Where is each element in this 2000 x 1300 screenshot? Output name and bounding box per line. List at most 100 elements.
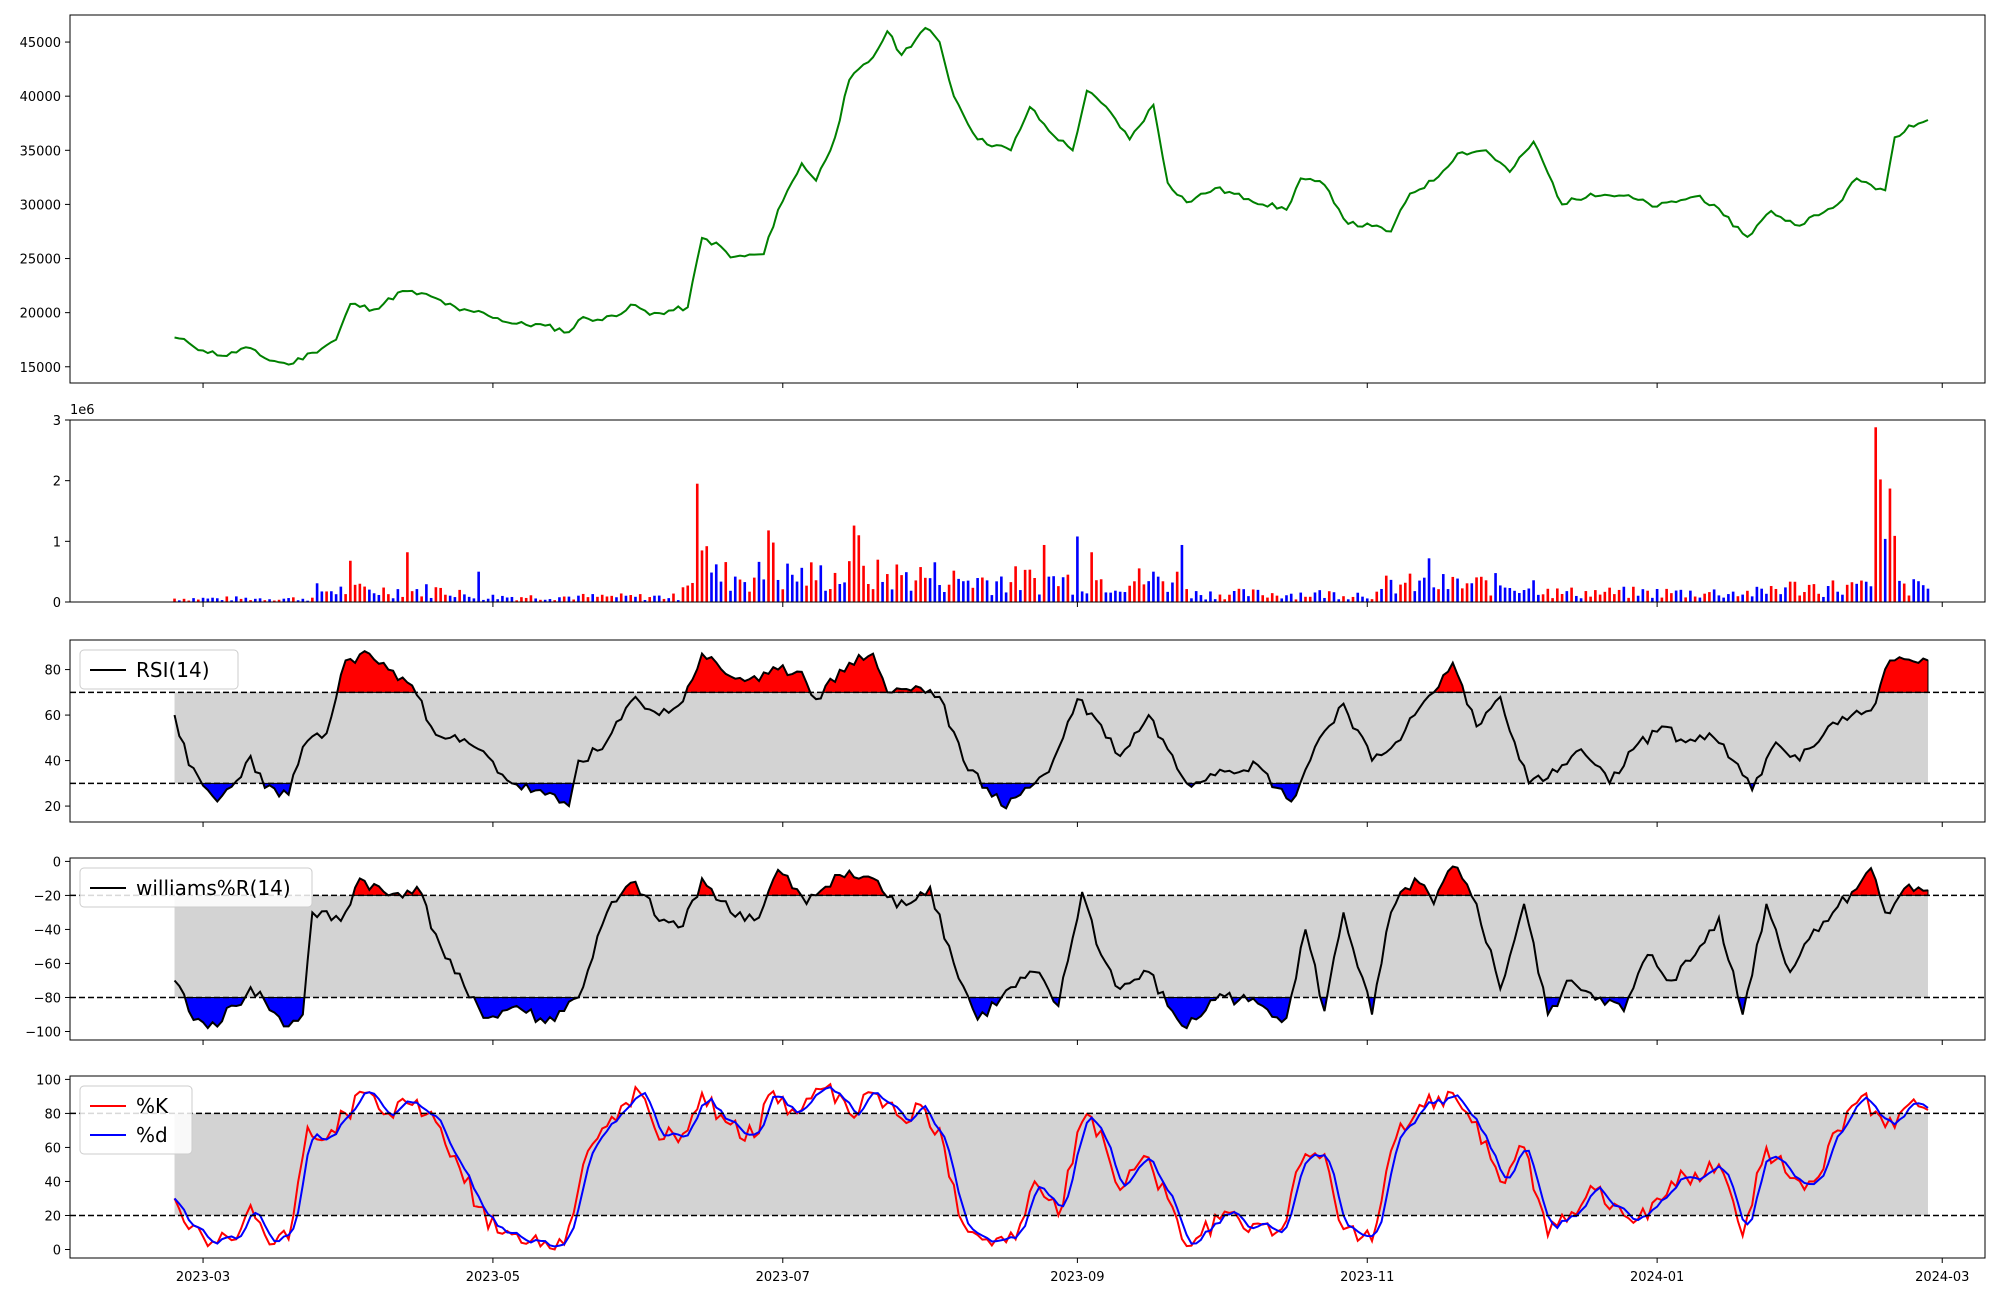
legend <box>79 1085 193 1155</box>
volume-bar <box>1513 590 1516 602</box>
volume-bar <box>567 596 571 602</box>
volume-bar <box>1399 584 1402 602</box>
volume-bar <box>767 530 770 602</box>
volume-bar <box>995 581 998 602</box>
volume-bar <box>306 600 309 602</box>
volume-bar <box>173 598 176 602</box>
volume-bar <box>629 595 633 602</box>
volume-bar <box>562 596 566 602</box>
volume-bar <box>1883 538 1887 602</box>
volume-bar <box>1166 591 1169 602</box>
volume-bar <box>1209 591 1212 602</box>
volume-bar <box>1674 590 1678 602</box>
volume-bar <box>1798 595 1801 602</box>
volume-bar <box>292 597 295 602</box>
x-tick-label: 2023-05 <box>466 1270 520 1285</box>
volume-bar <box>1356 592 1360 602</box>
volume-bar <box>966 580 970 602</box>
y-tick-label: 2 <box>53 475 61 490</box>
volume-bar <box>296 600 300 602</box>
volume-bar <box>1812 584 1816 602</box>
volume-bar <box>1294 599 1298 602</box>
volume-bar <box>1437 589 1440 602</box>
volume-bar <box>1413 591 1417 602</box>
volume-offset-label: 1e6 <box>70 403 95 418</box>
volume-bar <box>833 572 837 602</box>
volume-bar <box>577 595 580 602</box>
volume-bar <box>482 599 485 602</box>
volume-bar <box>1902 583 1906 602</box>
price-line <box>174 26 1929 366</box>
volume-bar <box>1342 596 1345 602</box>
volume-bar <box>795 581 799 602</box>
volume-bar <box>1228 594 1231 602</box>
volume-bar <box>396 589 400 602</box>
volume-bar <box>524 597 528 602</box>
volume-bar <box>1807 584 1811 602</box>
volume-bar <box>177 600 181 602</box>
axes-frame <box>69 419 1986 603</box>
volume-bar <box>748 591 751 602</box>
volume-bar <box>1280 598 1284 602</box>
volume-bar <box>1575 595 1578 602</box>
volume-bar <box>1351 596 1355 602</box>
volume-bar <box>705 546 709 602</box>
volume-bar <box>776 579 780 602</box>
volume-bar <box>182 598 186 602</box>
volume-bar <box>790 574 794 602</box>
rsi-oversold-fill <box>201 782 1756 810</box>
volume-bar <box>857 535 861 602</box>
volume-bar <box>1047 576 1051 602</box>
volume-bar <box>1494 573 1497 602</box>
volume-bar <box>1845 584 1849 602</box>
volume-bar <box>719 581 723 602</box>
volume-bar <box>1641 589 1645 602</box>
volume-bar <box>990 595 994 602</box>
volume-bar <box>681 587 685 602</box>
y-tick-label: −100 <box>25 1025 61 1040</box>
volume-bar <box>1095 580 1098 602</box>
volume-bar <box>505 597 509 602</box>
volume-bar <box>1541 594 1545 602</box>
y-tick-label: 60 <box>44 1141 61 1156</box>
volume-bar <box>1670 593 1673 602</box>
volume-bar <box>1465 583 1469 602</box>
volume-bar <box>372 593 376 602</box>
volume-bar <box>330 591 333 602</box>
volume-bar <box>638 594 642 602</box>
volume-bar <box>320 591 324 602</box>
volume-bar <box>230 600 233 602</box>
volume-bar <box>1427 558 1431 602</box>
volume-bar <box>1613 594 1616 602</box>
volume-bar <box>691 582 694 602</box>
volume-bar <box>1769 586 1773 602</box>
volume-bar <box>187 600 191 602</box>
volume-bar <box>1266 597 1269 602</box>
y-tick-label: 0 <box>53 1243 61 1258</box>
volume-bar <box>1893 535 1897 602</box>
price-panel: 15000 20000 25000 30000 35000 40000 45000 <box>20 14 1986 388</box>
x-tick-label: 2023-09 <box>1050 1270 1104 1285</box>
volume-bar <box>1850 582 1854 602</box>
volume-bar <box>919 567 922 602</box>
volume-bar <box>1114 590 1117 602</box>
x-tick-label: 2024-03 <box>1915 1270 1969 1285</box>
volume-bar <box>848 561 851 602</box>
volume-bar <box>876 559 880 602</box>
volume-bar <box>881 581 884 602</box>
volume-bar <box>605 596 609 602</box>
volume-bar <box>415 589 419 602</box>
volume-bar <box>1532 580 1535 602</box>
volume-bar <box>710 572 713 602</box>
volume-bar <box>254 598 257 602</box>
volume-bar <box>933 562 937 602</box>
volume-bar <box>1679 589 1683 602</box>
volume-bar <box>1746 590 1749 602</box>
volume-bar <box>1261 595 1265 602</box>
volume-bar <box>1313 592 1317 602</box>
volume-bar <box>914 580 918 602</box>
volume-bar <box>1175 571 1179 602</box>
volume-bar <box>1636 595 1640 602</box>
volume-bar <box>909 590 913 602</box>
volume-bar <box>867 584 870 602</box>
